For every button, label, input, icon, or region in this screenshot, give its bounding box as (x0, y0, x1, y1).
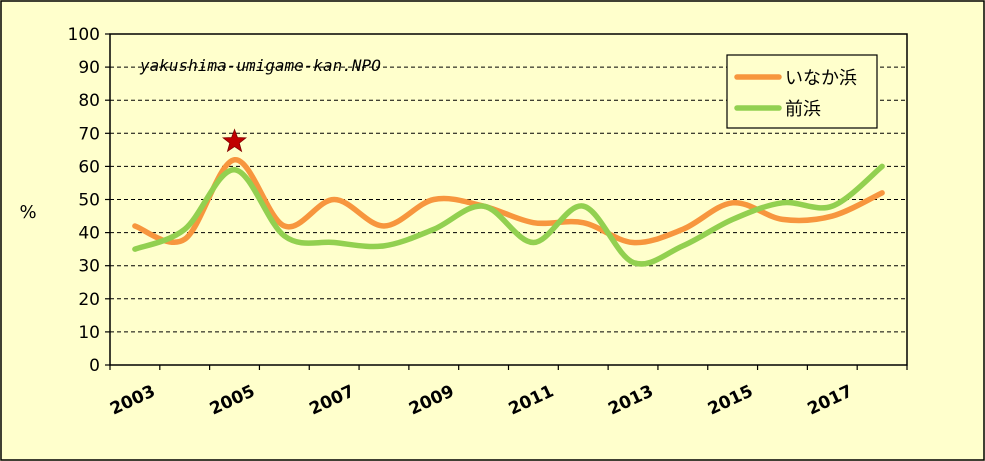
series-lines (132, 157, 885, 267)
series-line-2 (132, 163, 885, 267)
y-tick-label: 50 (78, 191, 100, 211)
y-tick-label: 100 (68, 25, 100, 45)
legend-label-2: 前浜 (785, 99, 821, 120)
y-tick-label: 70 (78, 124, 100, 144)
y-tick-label: 40 (78, 224, 100, 244)
legend-box (726, 54, 878, 129)
y-tick-label: 20 (78, 290, 100, 310)
highlight-markers (222, 128, 248, 153)
y-tick-label: 30 (78, 257, 100, 277)
y-tick-label: 80 (78, 91, 100, 111)
y-tick-label: 0 (89, 356, 100, 376)
y-tick-label: 90 (78, 58, 100, 78)
y-axis-ticks: 0 10 20 30 40 50 60 70 80 90 100 (68, 25, 110, 376)
y-axis-label: % (19, 202, 36, 223)
legend-label-1: いなか浜 (785, 68, 857, 89)
y-tick-label: 10 (78, 323, 100, 343)
star-icon (222, 128, 248, 153)
y-tick-label: 60 (78, 157, 100, 177)
source-annotation: yakushima-umigame-kan.NPO (139, 56, 381, 75)
